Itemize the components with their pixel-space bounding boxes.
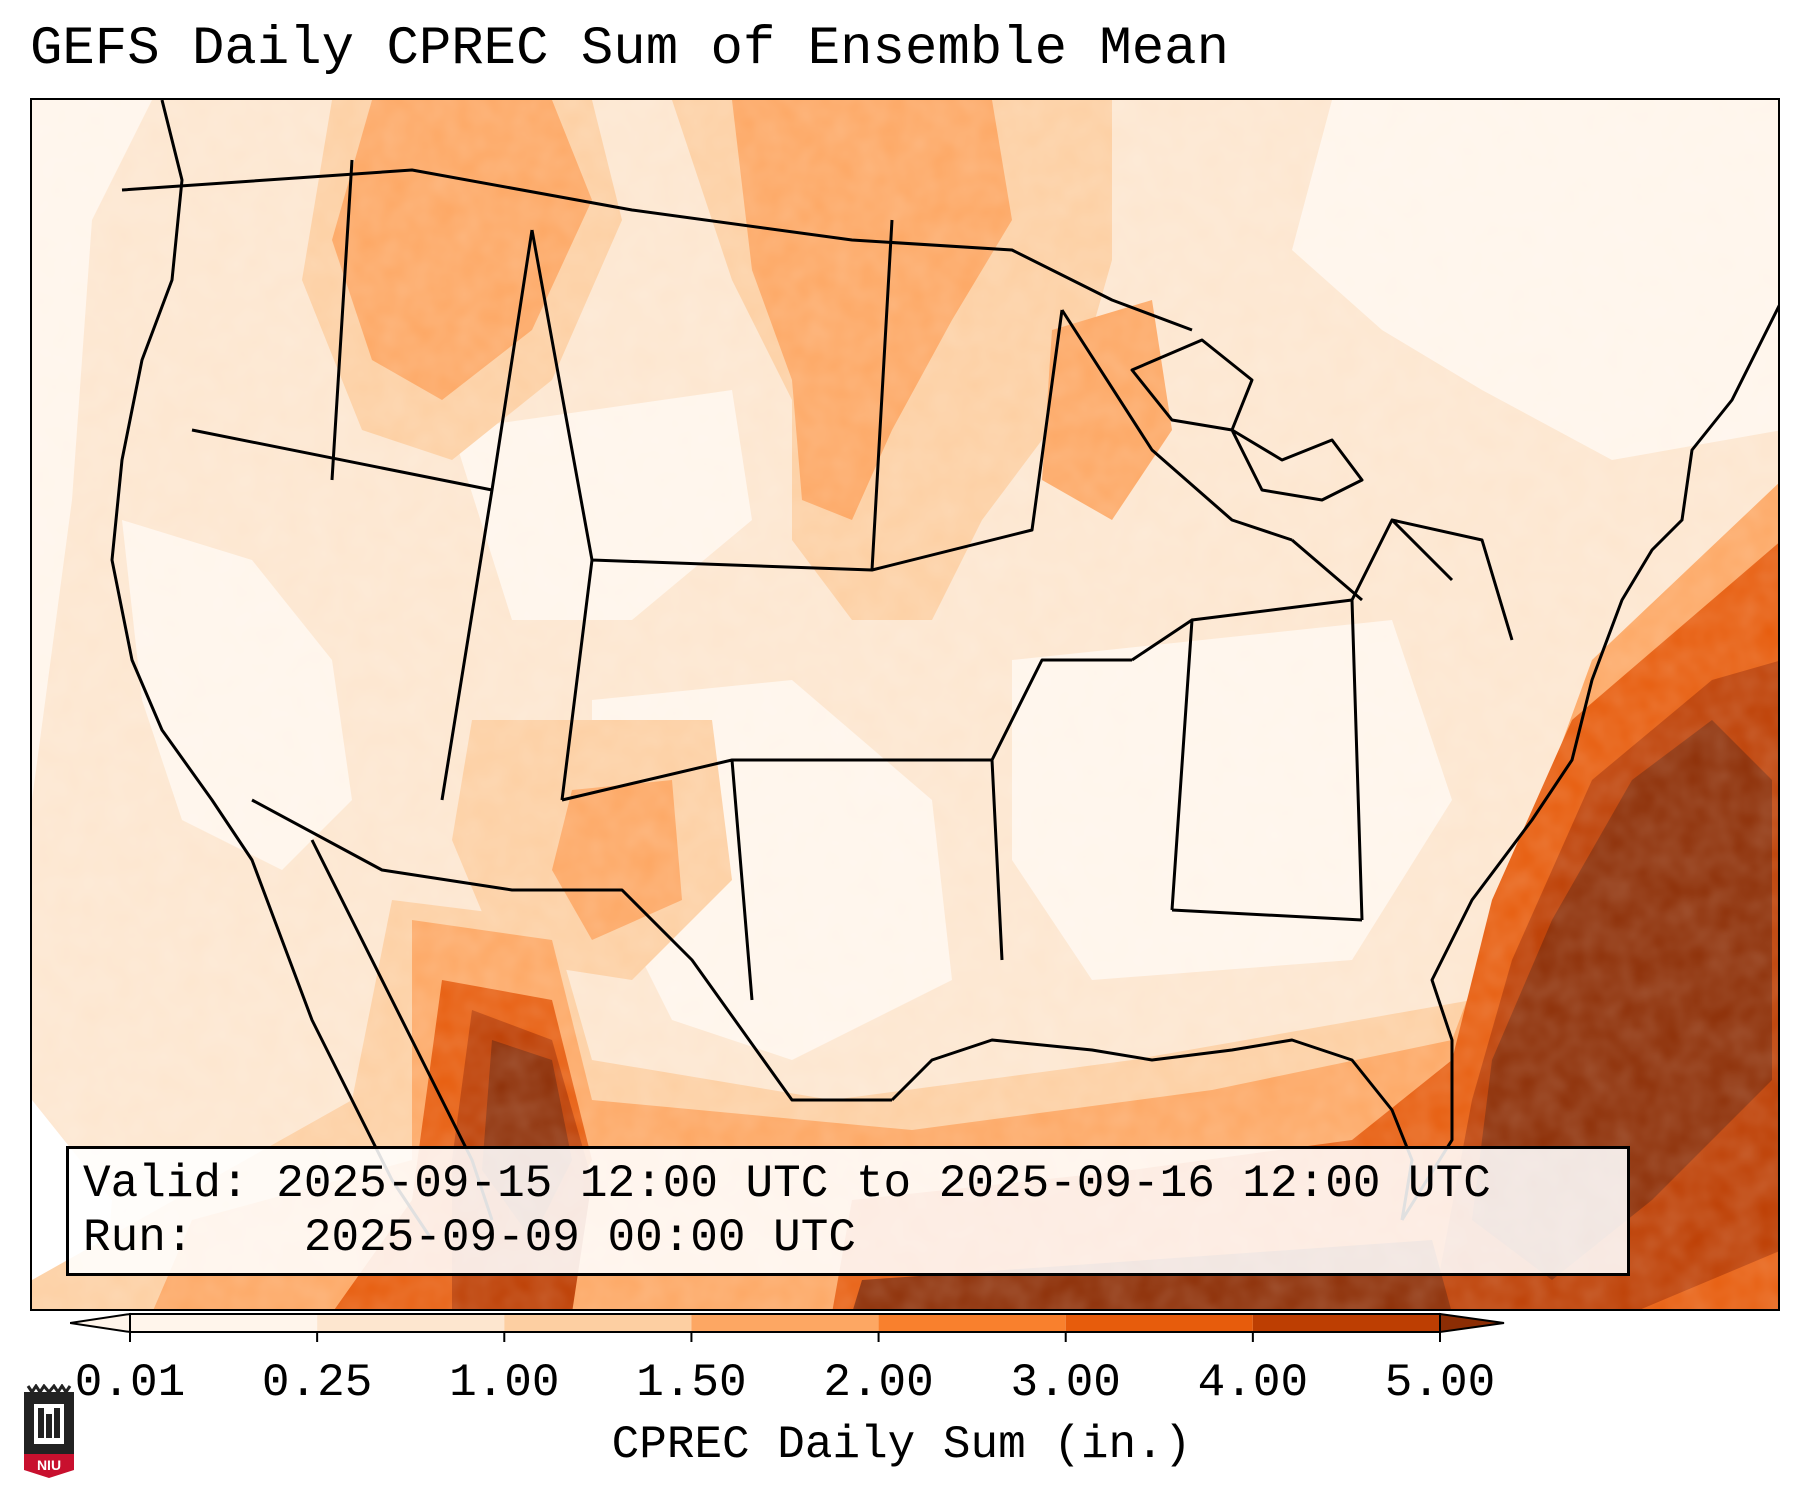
valid-value: 2025-09-15 12:00 UTC to 2025-09-16 12:00…	[276, 1158, 1491, 1210]
colorbar	[70, 1312, 1505, 1342]
logo-text: NIU	[37, 1457, 61, 1473]
valid-label: Valid:	[83, 1158, 249, 1210]
coastline-gulf	[890, 1038, 1414, 1221]
page-title: GEFS Daily CPREC Sum of Ensemble Mean	[30, 19, 1229, 80]
colorbar-bin	[504, 1314, 692, 1332]
colorbar-tick-label: 0.01	[74, 1357, 186, 1409]
state-lines	[191, 159, 1514, 1001]
colorbar-bin	[1065, 1314, 1253, 1332]
colorbar-outline	[129, 1313, 1441, 1333]
colorbar-label: CPREC Daily Sum (in.)	[611, 1419, 1192, 1471]
run-value: 2025-09-09 00:00 UTC	[303, 1212, 856, 1264]
border-mexico	[251, 798, 892, 1102]
colorbar-bin	[130, 1314, 318, 1332]
colorbar-tick-label: 1.00	[449, 1357, 560, 1409]
great-lakes	[1130, 338, 1364, 502]
colorbar-tick-label: 2.00	[823, 1357, 934, 1409]
map-canvas	[32, 100, 1778, 1309]
niu-logo: NIU	[24, 1384, 74, 1478]
coastline-east	[1400, 304, 1778, 1221]
colorbar-bin	[317, 1314, 505, 1332]
info-box: Valid: 2025-09-15 12:00 UTC to 2025-09-1…	[66, 1146, 1630, 1276]
colorbar-tick-label: 5.00	[1384, 1357, 1496, 1409]
colorbar-extend-high	[1439, 1312, 1505, 1334]
grid-texture	[32, 100, 1778, 1309]
colorbar-bin	[878, 1314, 1066, 1332]
coastline-west	[110, 100, 434, 1241]
run-label: Run:	[83, 1212, 194, 1264]
precipitation-map[interactable]	[30, 98, 1780, 1311]
colorbar-tick-label: 3.00	[1010, 1357, 1121, 1409]
border-canada	[121, 168, 1193, 332]
colorbar-bin	[1252, 1314, 1440, 1332]
colorbar-tick-label: 1.50	[636, 1357, 747, 1409]
colorbar-bin	[691, 1314, 879, 1332]
map-borders	[110, 100, 1778, 1241]
colorbar-tick-label: 4.00	[1197, 1357, 1309, 1409]
colorbar-extend-low	[70, 1312, 131, 1334]
colorbar-tick-label: 0.25	[261, 1357, 373, 1409]
